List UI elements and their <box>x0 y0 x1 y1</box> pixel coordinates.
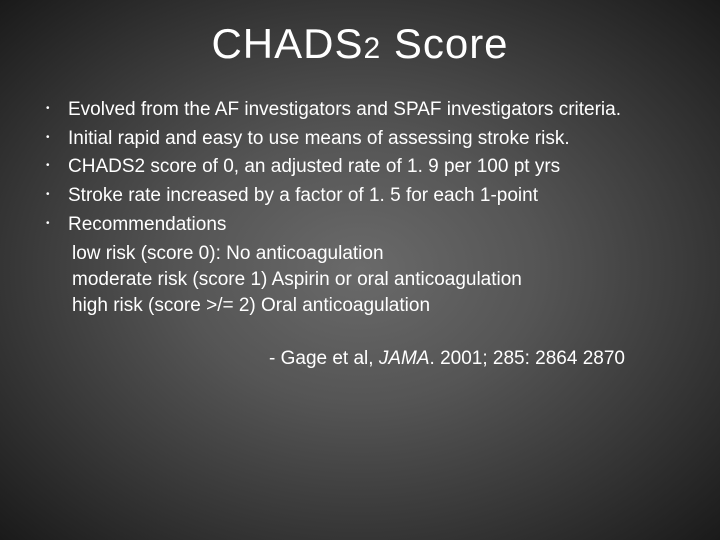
bullet-item: Recommendations <box>40 213 665 238</box>
bullet-list: Evolved from the AF investigators and SP… <box>40 98 665 237</box>
title-main: CHADS <box>211 20 363 67</box>
bullet-item: Initial rapid and easy to use means of a… <box>40 127 665 152</box>
slide: CHADS2 Score Evolved from the AF investi… <box>0 0 720 540</box>
slide-content: Evolved from the AF investigators and SP… <box>0 68 720 370</box>
slide-title: CHADS2 Score <box>0 0 720 68</box>
bullet-item: CHADS2 score of 0, an adjusted rate of 1… <box>40 155 665 180</box>
citation: - Gage et al, JAMA. 2001; 285: 2864 2870 <box>40 348 665 370</box>
title-end: Score <box>381 20 508 67</box>
citation-suffix: . 2001; 285: 2864 2870 <box>430 348 625 369</box>
sub-line: high risk (score >/= 2) Oral anticoagula… <box>40 293 665 319</box>
citation-journal: JAMA <box>379 348 430 369</box>
title-subscript: 2 <box>363 32 381 65</box>
bullet-item: Evolved from the AF investigators and SP… <box>40 98 665 123</box>
bullet-item: Stroke rate increased by a factor of 1. … <box>40 184 665 209</box>
sub-line: low risk (score 0): No anticoagulation <box>40 241 665 267</box>
sub-line: moderate risk (score 1) Aspirin or oral … <box>40 267 665 293</box>
citation-prefix: - Gage et al, <box>269 348 379 369</box>
